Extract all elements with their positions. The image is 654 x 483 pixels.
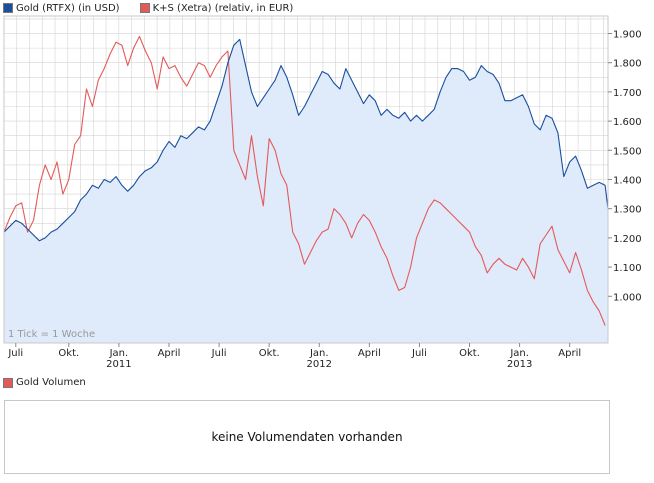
volume-panel: keine Volumendaten vorhanden <box>4 400 610 474</box>
series-line-gold <box>3 38 609 242</box>
x-tick-label: Okt. <box>259 348 280 359</box>
series-line-ks <box>3 35 606 326</box>
legend-item-gold[interactable]: Gold (RTFX) (in USD) <box>3 3 120 14</box>
y-tick-label: 1.400 <box>613 176 642 187</box>
x-tick-label: Okt. <box>58 348 79 359</box>
x-tick-label: Jan. <box>109 348 129 359</box>
line-layer <box>3 35 609 326</box>
x-tick-label: Juli <box>211 348 227 359</box>
volume-legend-label: Gold Volumen <box>16 377 86 388</box>
y-tick-label: 1.900 <box>613 30 642 41</box>
y-tick-label: 1.000 <box>613 292 642 303</box>
legend-label-gold: Gold (RTFX) (in USD) <box>16 2 120 14</box>
legend-swatch-ks <box>139 3 150 13</box>
x-tick-year-label: 2012 <box>307 359 332 370</box>
x-tick-label: Jan. <box>509 348 529 359</box>
volume-legend[interactable]: Gold Volumen <box>3 377 86 388</box>
y-tick-label: 1.100 <box>613 263 642 274</box>
y-tick-label: 1.200 <box>613 234 642 245</box>
x-tick-label: Juli <box>411 348 427 359</box>
y-tick-label: 1.700 <box>613 88 642 99</box>
legend-label-ks: K+S (Xetra) (relativ, in EUR) <box>152 2 294 14</box>
chart-legend: Gold (RTFX) (in USD) K+S (Xetra) (relati… <box>3 1 293 15</box>
y-tick-label: 1.800 <box>613 59 642 70</box>
y-tick-label: 1.500 <box>613 146 642 157</box>
legend-item-ks[interactable]: K+S (Xetra) (relativ, in EUR) <box>139 2 294 14</box>
y-axis: 1.000 1.100 1.200 1.300 1.400 1.500 1.600 1.700… <box>608 30 642 303</box>
x-tick-label: April <box>358 348 381 359</box>
area-layer <box>4 39 608 344</box>
volume-empty-message: keine Volumendaten vorhanden <box>211 430 403 444</box>
x-tick-year-label: 2011 <box>106 359 131 370</box>
x-tick-label: Okt. <box>459 348 480 359</box>
legend-swatch-gold <box>3 3 13 13</box>
x-tick-year-label: 2013 <box>507 359 532 370</box>
tick-annotation: 1 Tick = 1 Woche <box>8 329 95 340</box>
y-tick-label: 1.300 <box>613 205 642 216</box>
x-tick-label: Juli <box>7 348 23 359</box>
price-chart: 1.000 1.100 1.200 1.300 1.400 1.500 1.600 1.700… <box>3 15 642 370</box>
y-tick-label: 1.600 <box>613 117 642 128</box>
series-area-gold <box>4 39 608 344</box>
x-tick-label: April <box>558 348 581 359</box>
x-tick-label: Jan. <box>309 348 329 359</box>
x-tick-label: April <box>158 348 181 359</box>
volume-swatch <box>3 377 13 388</box>
